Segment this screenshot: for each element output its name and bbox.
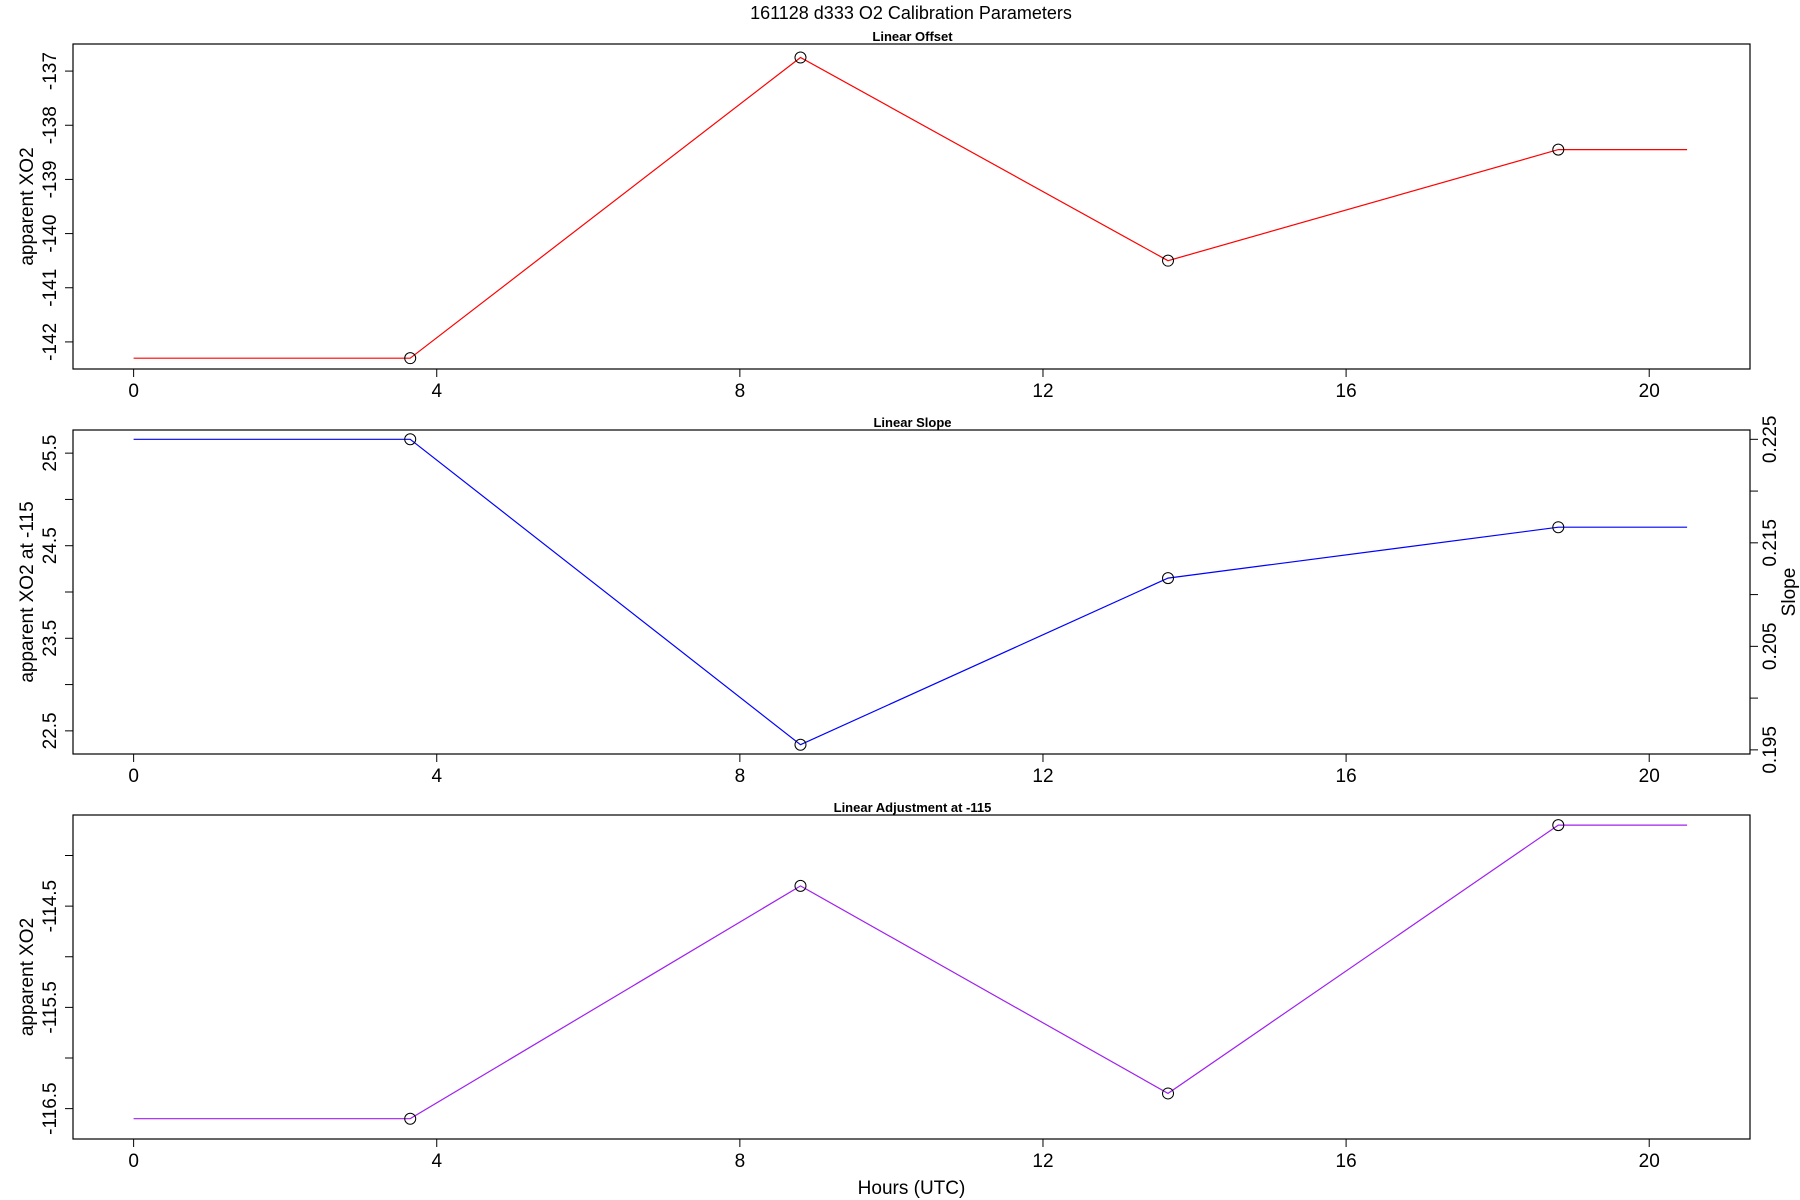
- data-point: [404, 433, 417, 446]
- data-point: [1552, 819, 1565, 832]
- x-axis-label: Hours (UTC): [858, 1178, 966, 1199]
- x-tick-label: 12: [1032, 381, 1053, 402]
- x-tick-label: 4: [431, 766, 442, 787]
- panel-title: Linear Adjustment at -115: [834, 800, 992, 815]
- y-axis-label: apparent XO2 at -115: [17, 501, 38, 682]
- y-tick-label: -141: [40, 269, 61, 307]
- x-tick-label: 8: [735, 1151, 746, 1172]
- series-line: [133, 824, 1688, 1120]
- y-tick-label: -115.5: [40, 981, 61, 1033]
- x-tick-label: 8: [735, 381, 746, 402]
- y-tick-label: 24.5: [40, 527, 61, 564]
- data-point: [404, 352, 417, 365]
- series-line: [133, 438, 1688, 746]
- data-point: [794, 51, 807, 64]
- y-tick-label: -142: [40, 323, 61, 361]
- x-tick-label: 12: [1032, 766, 1053, 787]
- y-tick-label: -116.5: [40, 1082, 61, 1134]
- x-tick-label: 8: [735, 766, 746, 787]
- data-point: [1162, 1087, 1175, 1100]
- y-tick-label: 23.5: [40, 620, 61, 657]
- x-tick-label: 4: [431, 1151, 442, 1172]
- y2-tick-label: 0.225: [1760, 416, 1781, 464]
- x-tick-label: 16: [1336, 766, 1357, 787]
- y-tick-label: 22.5: [40, 712, 61, 749]
- y-axis-label: apparent XO2: [17, 918, 38, 1036]
- figure-title: 161128 d333 O2 Calibration Parameters: [750, 3, 1072, 23]
- y-tick-label: 25.5: [40, 435, 61, 472]
- panel-3: Linear Adjustment at -115 0 4 8 12 16 20 -116.5…: [17, 800, 1751, 1199]
- x-tick-label: 0: [128, 1151, 139, 1172]
- data-point: [1162, 254, 1175, 267]
- panels: Linear Offset 0 4 8 12 16 20 -142 -141 -140 -139 -1…: [17, 29, 1800, 1199]
- series-line: [133, 56, 1688, 359]
- x-tick-label: 16: [1336, 1151, 1357, 1172]
- data-point: [794, 879, 807, 892]
- y2-tick-label: 0.195: [1760, 726, 1781, 774]
- plot-frame: [72, 429, 1751, 755]
- x-tick-label: 16: [1336, 381, 1357, 402]
- x-tick-label: 4: [431, 381, 442, 402]
- plot-frame: [72, 43, 1751, 370]
- x-tick-label: 20: [1639, 1151, 1660, 1172]
- y-tick-label: -140: [40, 215, 61, 253]
- x-tick-label: 20: [1639, 766, 1660, 787]
- data-point: [1162, 572, 1175, 585]
- data-point: [1552, 143, 1565, 156]
- data-point: [1552, 521, 1565, 534]
- y2-tick-label: 0.215: [1760, 519, 1781, 567]
- y-tick-label: -137: [40, 52, 61, 90]
- plot-frame: [72, 814, 1751, 1140]
- x-tick-label: 0: [128, 381, 139, 402]
- data-point: [404, 1112, 417, 1125]
- panel-title: Linear Slope: [873, 415, 951, 430]
- panel-1: Linear Offset 0 4 8 12 16 20 -142 -141 -140 -139 -1…: [17, 29, 1751, 402]
- panel-title: Linear Offset: [872, 29, 953, 44]
- panel-2: Linear Slope 0 4 8 12 16 20 22.5 23.5 24.5 25.5 0.1…: [17, 415, 1800, 787]
- x-tick-label: 12: [1032, 1151, 1053, 1172]
- y-tick-label: -138: [40, 106, 61, 144]
- y-tick-label: -139: [40, 160, 61, 198]
- x-tick-label: 20: [1639, 381, 1660, 402]
- y-tick-label: -114.5: [40, 880, 61, 932]
- x-tick-label: 0: [128, 766, 139, 787]
- y2-axis-label: Slope: [1779, 568, 1800, 617]
- y2-tick-label: 0.205: [1760, 623, 1781, 671]
- y-axis-label: apparent XO2: [17, 147, 38, 265]
- data-point: [794, 738, 807, 751]
